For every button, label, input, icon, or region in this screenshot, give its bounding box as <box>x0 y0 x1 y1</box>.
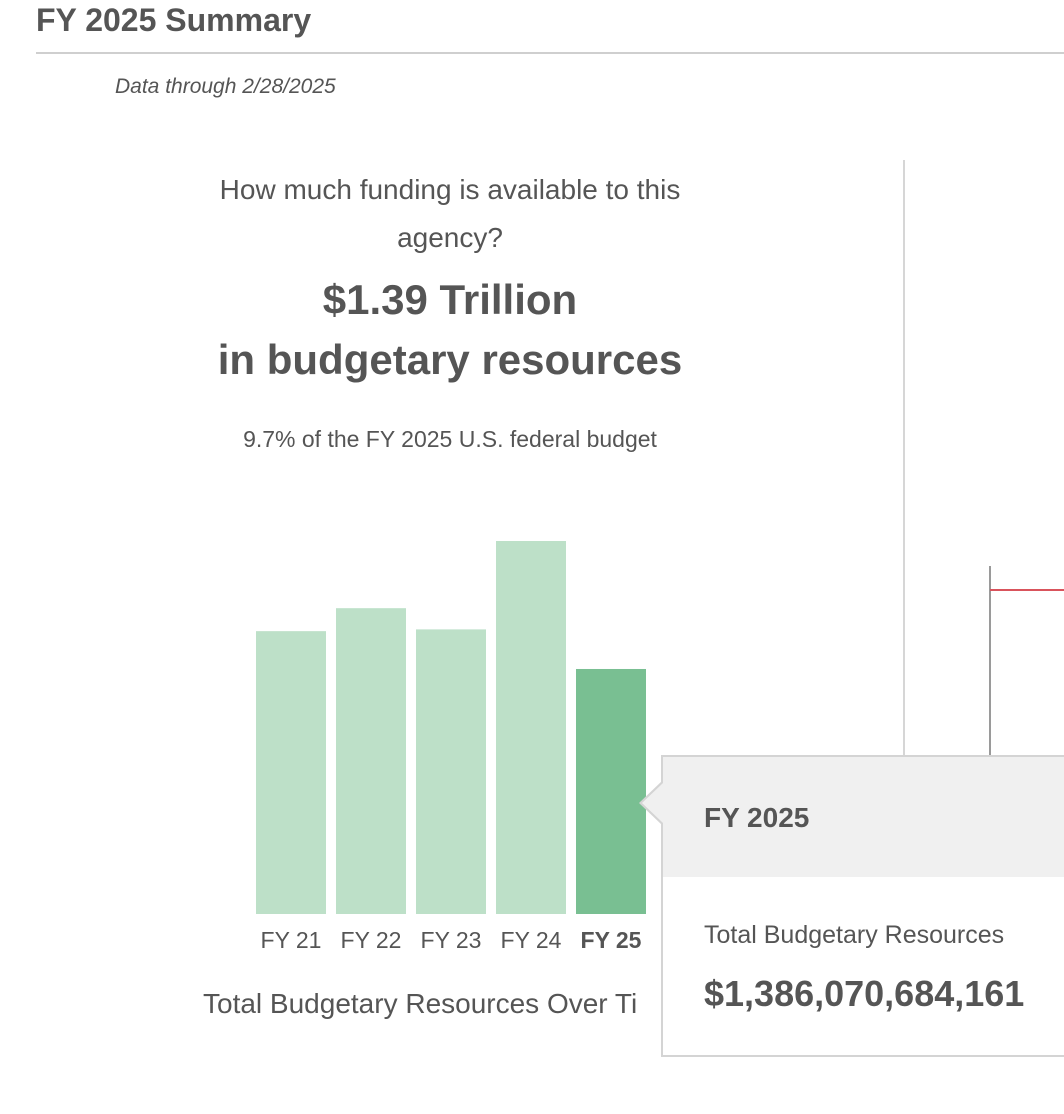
x-tick-label: FY 21 <box>261 927 322 953</box>
chart-title: Total Budgetary Resources Over Ti <box>203 988 638 1019</box>
bar-fy-23[interactable] <box>416 629 486 914</box>
panel-divider <box>903 160 905 760</box>
bar-fy-22[interactable] <box>336 608 406 914</box>
federal-budget-percent: 9.7% of the FY 2025 U.S. federal budget <box>243 426 657 452</box>
x-tick-label: FY 23 <box>421 927 482 953</box>
funding-question: How much funding is available to this ag… <box>219 174 681 253</box>
tooltip-header: FY 2025 <box>663 757 1064 877</box>
x-tick-label: FY 22 <box>341 927 402 953</box>
section-title: FY 2025 Summary <box>36 2 312 38</box>
tooltip-pointer <box>642 783 663 823</box>
bar-fy-21[interactable] <box>256 631 326 914</box>
right-chart-axis-line <box>989 566 991 756</box>
budget-amount: $1.39 Trillion <box>322 276 578 323</box>
tooltip-label: Total Budgetary Resources <box>704 921 1005 949</box>
tooltip-title: FY 2025 <box>704 802 810 833</box>
title-divider <box>36 52 1064 54</box>
x-tick-label: FY 24 <box>501 927 562 953</box>
tooltip-value: $1,386,070,684,161 <box>704 973 1025 1014</box>
budget-amount-suffix: in budgetary resources <box>217 336 683 383</box>
bar-fy-24[interactable] <box>496 541 566 914</box>
bar-tooltip: FY 2025 Total Budgetary Resources $1,386… <box>661 755 1064 1057</box>
data-through-date: Data through 2/28/2025 <box>115 75 336 98</box>
bar-fy-25[interactable] <box>576 668 646 914</box>
right-chart-red-line <box>990 589 1064 591</box>
budget-headline: $1.39 Trillion in budgetary resources <box>150 270 750 390</box>
x-tick-label: FY 25 <box>581 927 642 953</box>
